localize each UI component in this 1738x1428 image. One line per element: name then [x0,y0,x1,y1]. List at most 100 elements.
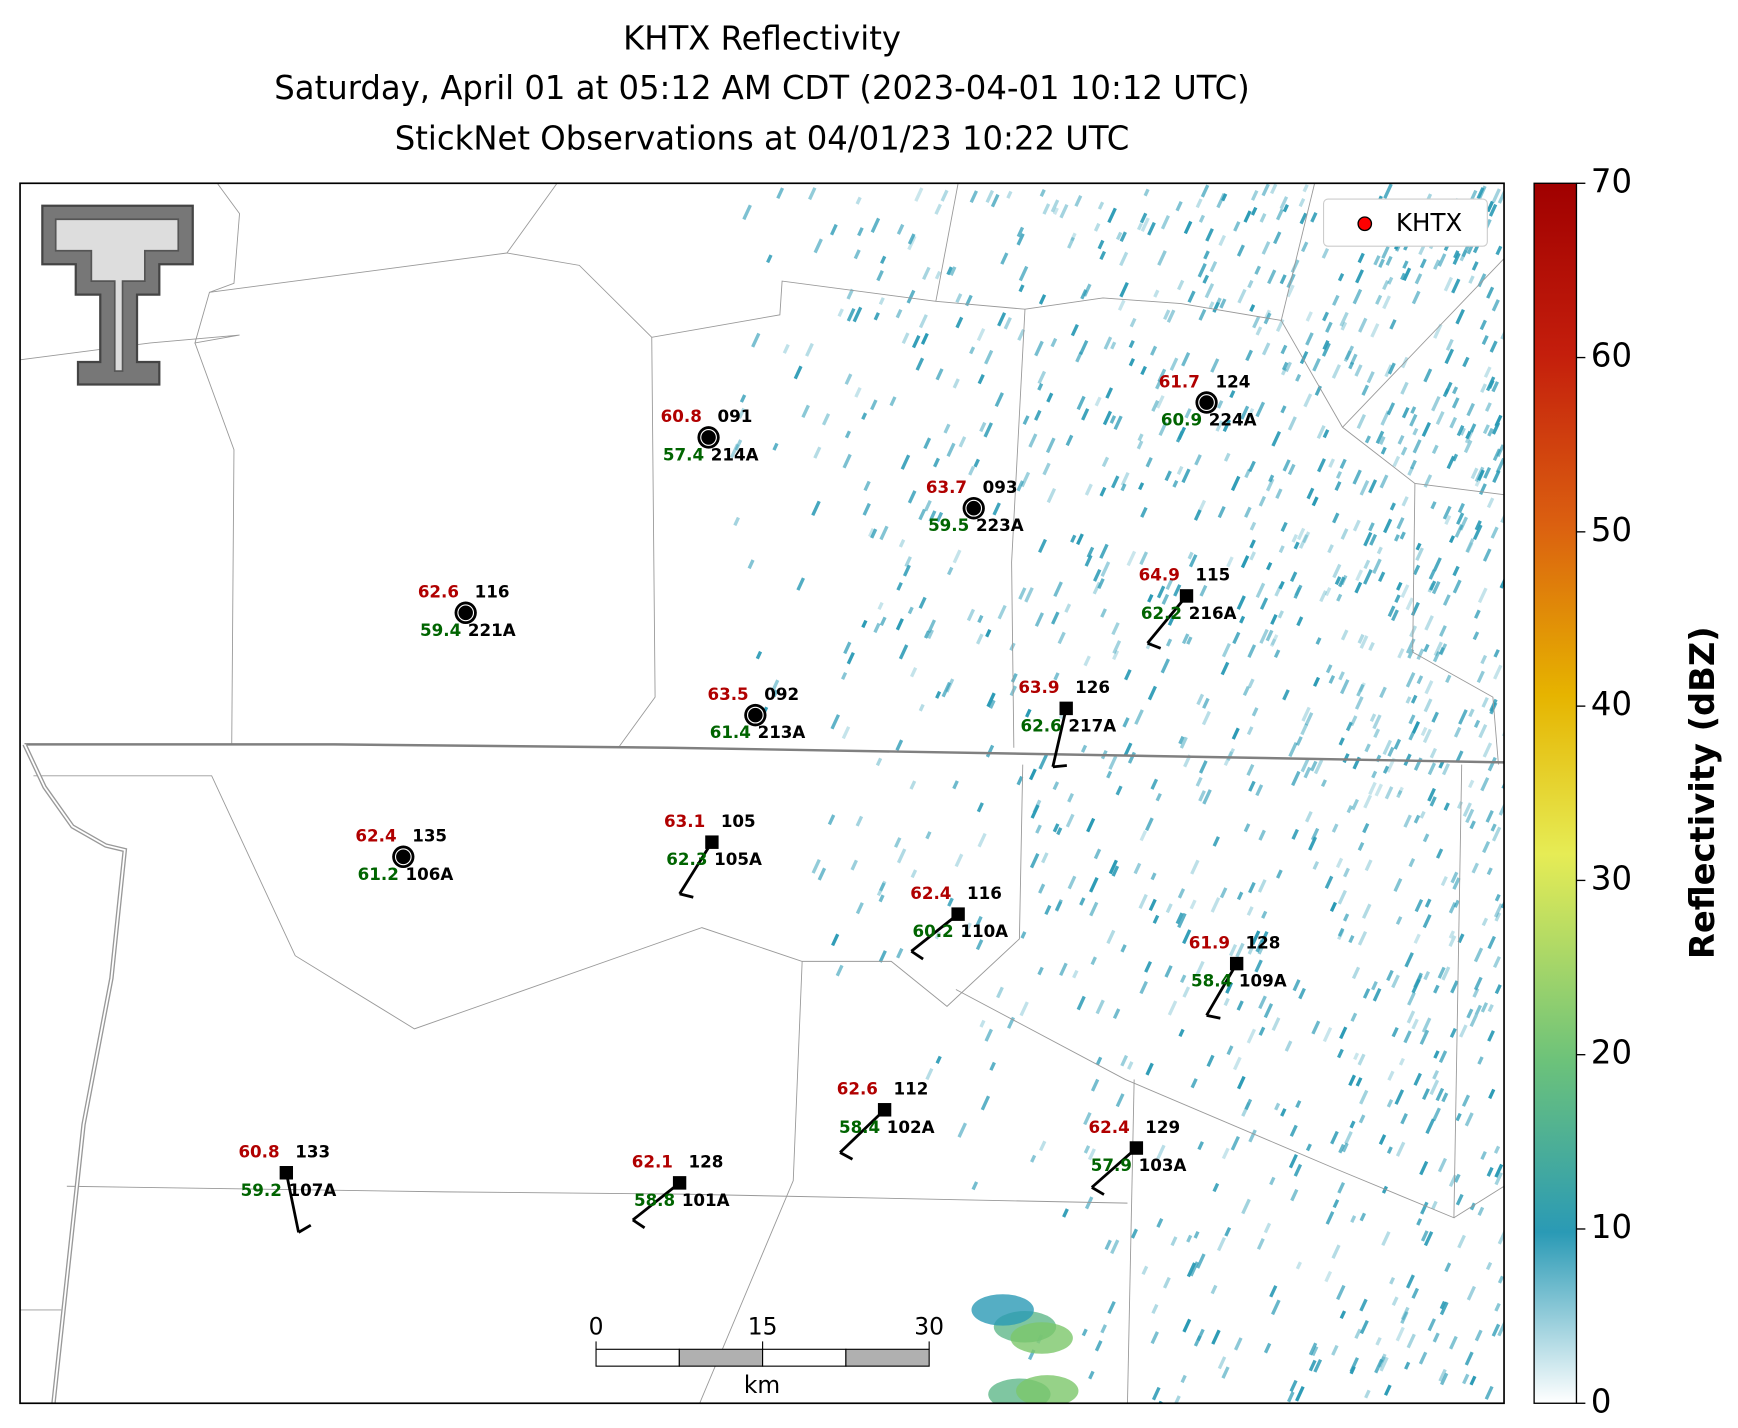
radar-echo [1444,1262,1452,1273]
radar-echo [1145,457,1153,468]
radar-echo [1270,183,1278,195]
radar-echo [1400,1311,1409,1324]
radar-echo [1302,184,1309,193]
radar-echo [979,421,987,433]
radar-echo [1482,742,1493,758]
radar-echo [901,332,910,345]
radar-echo [1494,1172,1503,1186]
radar-echo [1491,381,1499,393]
radar-echo [1413,814,1421,824]
radar-echo [1414,898,1424,913]
radar-echo [1157,368,1167,383]
radar-echo [1322,1027,1333,1043]
radar-echo [1338,1143,1346,1154]
radar-echo [1296,616,1304,627]
radar-echo [747,559,755,570]
radar-echo [733,516,740,527]
radar-echo [1123,742,1133,757]
radar-echo [1449,1027,1457,1038]
radar-echo [1471,862,1479,874]
radar-echo [1363,794,1373,809]
radar-echo [1218,234,1226,247]
radar-echo [1128,358,1135,367]
radar-echo [1329,901,1337,912]
radar-echo [1368,522,1375,532]
radar-echo [918,314,928,329]
radar-echo [1081,1328,1088,1337]
radar-echo [1494,414,1503,427]
radar-echo [1198,214,1205,223]
radar-echo [1266,561,1273,571]
radar-echo [1270,634,1279,646]
radar-echo [1240,405,1250,420]
radar-echo [1493,649,1500,658]
radar-echo [1325,664,1333,674]
radar-echo [994,392,1004,408]
radar-echo [1389,1276,1396,1285]
radar-echo [1462,802,1472,817]
state-border [24,743,1505,764]
radar-echo [1372,987,1382,1002]
radar-echo [1252,316,1261,329]
radar-echo [1215,420,1224,432]
radar-echo [1455,750,1464,763]
radar-echo [1156,1218,1164,1228]
radar-echo [1483,366,1492,378]
legend: KHTX [1322,198,1488,247]
legend-marker [1357,216,1373,232]
radar-echo [1354,696,1364,710]
radar-echo [996,986,1004,999]
radar-echo [1284,1040,1293,1052]
station-id: 129 [1145,1117,1180,1137]
radar-echo [1164,965,1173,978]
radar-echo [896,223,905,235]
radar-echo [1018,284,1025,293]
colorbar-ticks: 0 10 20 30 40 50 60 70 [1576,162,1632,1420]
radar-echo [1201,710,1211,726]
radar-echo [979,1019,986,1028]
radar-echo [1419,810,1426,819]
radar-echo [1303,766,1312,779]
radar-echo [1110,1239,1120,1255]
radar-echo [1416,648,1425,661]
wind-barb-feather [910,950,924,961]
dewpoint: 62.3 [666,849,707,869]
station-name: 103A [1139,1155,1187,1175]
radar-echo [1246,763,1255,776]
radar-echo [933,457,940,468]
radar-echo [1067,236,1075,249]
radar-echo [1354,1328,1362,1340]
radar-echo [1269,1176,1276,1186]
radar-echo [861,412,868,420]
radar-echo [1382,765,1390,774]
radar-echo [1412,427,1419,436]
radar-echo [1484,1385,1494,1400]
wind-barb [1090,1146,1138,1189]
radar-echo [1452,565,1460,577]
radar-echo [1139,830,1148,842]
radar-echo [1010,1322,1073,1354]
radar-echo [1042,462,1051,476]
radar-echo [1444,348,1455,365]
radar-echo [855,815,864,827]
dewpoint: 59.5 [928,515,969,535]
radar-echo [1016,226,1025,238]
radar-echo [1454,1173,1461,1183]
radar-echo [830,223,838,236]
radar-echo [1311,1345,1319,1357]
radar-echo [941,681,952,698]
radar-echo [1117,299,1126,311]
radar-echo [1423,698,1433,713]
radar-echo [1363,559,1371,570]
radar-echo [1371,770,1378,779]
radar-echo [1046,487,1057,504]
radar-echo [1265,629,1274,642]
radar-echo [873,312,880,321]
radar-echo [1396,517,1405,530]
radar-echo [1398,1057,1405,1066]
radar-echo [1295,1100,1302,1109]
radar-echo [1277,610,1284,619]
radar-echo [1295,373,1302,382]
radar-echo [1349,353,1358,366]
radar-echo [1340,321,1348,331]
